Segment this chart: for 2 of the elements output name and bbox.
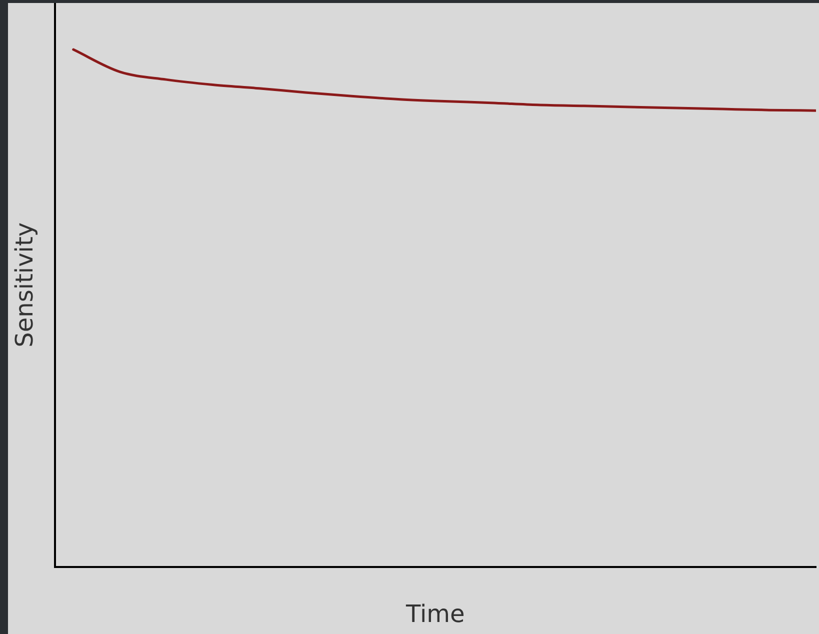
x-axis-title: Time xyxy=(405,600,465,628)
y-axis-title: Sensitivity xyxy=(10,222,39,348)
